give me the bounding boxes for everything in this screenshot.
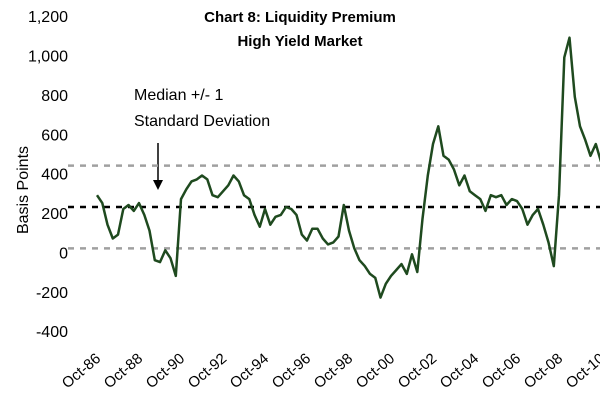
annotation-arrowhead — [153, 180, 163, 190]
y-tick-label: -200 — [36, 285, 68, 302]
y-tick-label: 600 — [41, 127, 68, 144]
y-tick-label: 200 — [41, 206, 68, 223]
y-tick-label: 400 — [41, 167, 68, 184]
x-tick-label: Oct-00 — [353, 350, 398, 392]
x-tick-label: Oct-04 — [437, 350, 482, 392]
x-tick-label: Oct-88 — [101, 350, 146, 392]
x-tick-label: Oct-94 — [227, 350, 272, 392]
chart-title: Chart 8: Liquidity Premium — [204, 9, 396, 26]
y-axis-label: Basis Points — [15, 146, 32, 234]
y-tick-label: 800 — [41, 88, 68, 105]
y-tick-label: 1,200 — [28, 9, 68, 26]
annotation: Standard Deviation — [134, 113, 270, 130]
x-tick-label: Oct-02 — [395, 350, 440, 392]
chart-subtitle: High Yield Market — [237, 33, 362, 50]
annotation: Median +/- 1 — [134, 87, 223, 104]
x-tick-label: Oct-92 — [185, 350, 230, 392]
plot — [68, 36, 600, 299]
y-tick-label: 1,000 — [28, 49, 68, 66]
x-tick-label: Oct-06 — [479, 350, 524, 392]
x-tick-label: Oct-98 — [311, 350, 356, 392]
x-tick-label: Oct-90 — [143, 350, 188, 392]
y-tick-label: -400 — [36, 324, 68, 341]
x-tick-label: Oct-08 — [521, 350, 566, 392]
x-tick-label: Oct-10 — [563, 350, 600, 392]
x-tick-label: Oct-86 — [59, 350, 104, 392]
data-line — [95, 36, 600, 299]
x-tick-label: Oct-96 — [269, 350, 314, 392]
y-tick-label: 0 — [59, 245, 68, 262]
